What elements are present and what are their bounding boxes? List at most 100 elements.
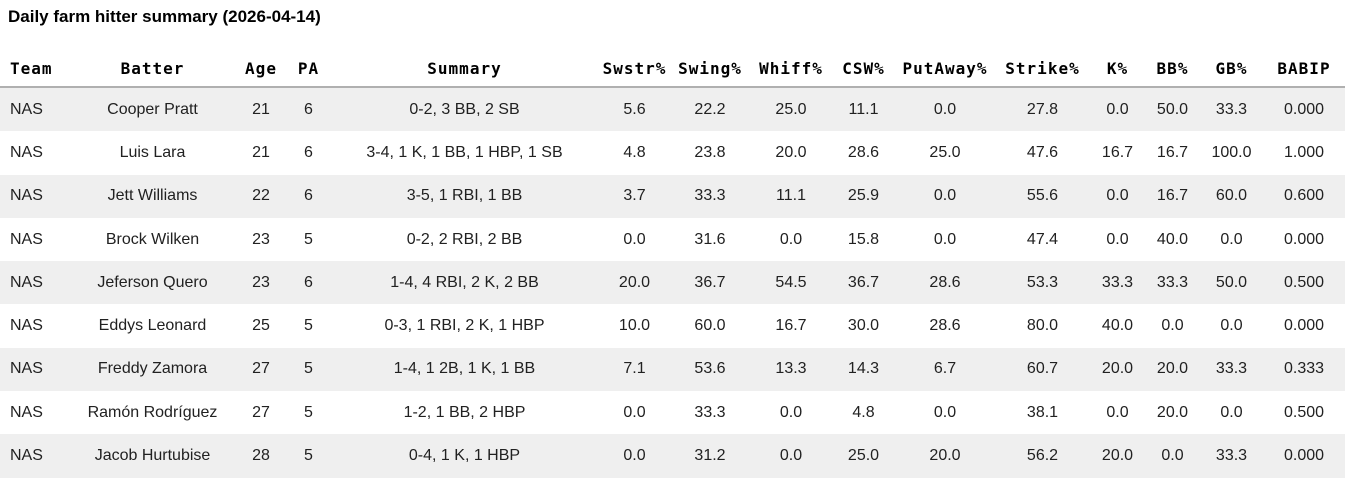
table-cell-k: 40.0 — [1101, 317, 1134, 335]
table-cell-swstr: 0.0 — [623, 230, 646, 248]
table-cell-pa: 5 — [304, 360, 313, 378]
table-cell-batter: Cooper Pratt — [107, 100, 198, 118]
table-cell-strike: 38.1 — [1026, 403, 1059, 421]
table-cell-pa: 6 — [304, 273, 313, 291]
table-cell-csw: 11.1 — [848, 100, 879, 118]
table-cell-age: 25 — [252, 317, 270, 335]
table-cell-gb: 60.0 — [1215, 187, 1248, 205]
table-row: NAS Luis Lara 21 6 3-4, 1 K, 1 BB, 1 HBP, 1 … — [0, 131, 1345, 174]
table-cell-summary: 0-4, 1 K, 1 HBP — [408, 447, 521, 465]
table-cell-whiff: 0.0 — [779, 447, 803, 465]
table-cell-age: 21 — [252, 143, 270, 161]
table-cell-batter: Jacob Hurtubise — [94, 447, 211, 465]
table-cell-putaway: 0.0 — [933, 100, 957, 118]
table-cell-pa: 6 — [304, 143, 313, 161]
table-cell-pa: 5 — [304, 317, 313, 335]
table-cell-csw: 28.6 — [847, 143, 880, 161]
table-cell-swing: 22.2 — [694, 100, 726, 118]
table-cell-swstr: 10.0 — [618, 317, 651, 335]
table-cell-bb: 20.0 — [1156, 360, 1189, 378]
table-cell-swstr: 4.8 — [623, 143, 646, 161]
table-cell-gb: 0.0 — [1220, 317, 1243, 335]
table-row: NAS Ramón Rodríguez 27 5 1-2, 1 BB, 2 HBP 0.0… — [0, 391, 1345, 434]
table-row: NAS Jett Williams 22 6 3-5, 1 RBI, 1 BB 3.7 33… — [0, 174, 1345, 218]
table-cell-team: NAS — [10, 187, 43, 205]
table-cell-k: 20.0 — [1101, 360, 1134, 378]
table-cell-pa: 5 — [304, 230, 313, 248]
column-header-gb: GB% — [1200, 50, 1263, 88]
table-cell-summary: 3-5, 1 RBI, 1 BB — [406, 187, 523, 205]
table-cell-swing: 60.0 — [694, 317, 726, 335]
table-cell-bb: 33.3 — [1156, 273, 1189, 291]
table-cell-batter: Jeferson Quero — [97, 273, 208, 291]
table-row: NAS Cooper Pratt 21 6 0-2, 3 BB, 2 SB 5.6 22.2… — [0, 87, 1345, 132]
table-cell-age: 22 — [252, 187, 270, 205]
table-cell-putaway: 0.0 — [933, 403, 957, 421]
table-cell-swstr: 0.0 — [623, 403, 646, 421]
table-cell-team: NAS — [10, 360, 43, 378]
table-cell-summary: 1-2, 1 BB, 2 HBP — [403, 403, 526, 421]
table-cell-k: 33.3 — [1101, 273, 1134, 291]
table-cell-age: 27 — [252, 360, 270, 378]
table-cell-whiff: 16.7 — [775, 317, 807, 335]
table-cell-k: 16.7 — [1101, 143, 1134, 161]
column-header-age: Age — [235, 50, 287, 88]
column-header-k: K% — [1090, 50, 1145, 88]
table-cell-batter: Luis Lara — [119, 143, 186, 161]
column-header-whiff: Whiff% — [750, 50, 832, 88]
table-cell-strike: 55.6 — [1026, 187, 1059, 205]
table-cell-team: NAS — [10, 447, 43, 465]
column-header-summary: Summary — [330, 50, 599, 88]
table-cell-k: 20.0 — [1101, 447, 1134, 465]
table-cell-putaway: 20.0 — [929, 447, 961, 465]
table-cell-gb: 0.0 — [1220, 230, 1243, 248]
column-header-swing: Swing% — [670, 50, 750, 88]
table-cell-swstr: 0.0 — [623, 447, 646, 465]
table-row: NAS Freddy Zamora 27 5 1-4, 1 2B, 1 K, 1 BB 7… — [0, 347, 1345, 392]
table-cell-gb: 50.0 — [1215, 273, 1248, 291]
table-cell-swing: 33.3 — [694, 403, 726, 421]
table-cell-bb: 20.0 — [1156, 403, 1189, 421]
table-cell-summary: 0-2, 3 BB, 2 SB — [409, 100, 520, 118]
table-cell-strike: 47.6 — [1026, 143, 1059, 161]
table-cell-strike: 56.2 — [1026, 447, 1059, 465]
table-cell-pa: 5 — [304, 403, 313, 421]
table-cell-swstr: 7.1 — [623, 360, 646, 378]
table-cell-csw: 15.8 — [847, 230, 880, 248]
table-cell-strike: 60.7 — [1026, 360, 1059, 378]
table-cell-batter: Eddys Leonard — [98, 317, 207, 335]
table-cell-team: NAS — [10, 143, 43, 161]
table-cell-batter: Brock Wilken — [105, 230, 200, 248]
table-cell-babip: 0.500 — [1283, 273, 1325, 291]
table-cell-k: 0.0 — [1106, 187, 1129, 205]
table-row: NAS Eddys Leonard 25 5 0-3, 1 RBI, 2 K, 1 HB… — [0, 304, 1345, 347]
table-cell-bb: 0.0 — [1161, 447, 1184, 465]
column-header-strike: Strike% — [995, 50, 1090, 88]
column-header-swstr: Swstr% — [599, 50, 670, 88]
table-cell-bb: 16.7 — [1156, 187, 1189, 205]
table-cell-babip: 0.000 — [1283, 447, 1325, 465]
table-cell-age: 28 — [252, 447, 270, 465]
table-cell-swing: 23.8 — [694, 143, 726, 161]
table-cell-strike: 47.4 — [1026, 230, 1059, 248]
table-cell-babip: 0.000 — [1283, 100, 1325, 118]
page-title: Daily farm hitter summary (2026-04-14) — [8, 7, 321, 26]
table-cell-strike: 80.0 — [1026, 317, 1059, 335]
table-cell-strike: 27.8 — [1026, 100, 1059, 118]
table-cell-pa: 6 — [304, 187, 313, 205]
table-cell-k: 0.0 — [1106, 403, 1129, 421]
table-cell-whiff: 0.0 — [779, 403, 803, 421]
column-header-batter: Batter — [70, 50, 235, 88]
table-cell-summary: 0-3, 1 RBI, 2 K, 1 HBP — [384, 317, 545, 335]
column-header-babip: BABIP — [1263, 50, 1345, 88]
table-cell-bb: 40.0 — [1156, 230, 1189, 248]
table-cell-babip: 0.500 — [1283, 403, 1325, 421]
table-cell-batter: Freddy Zamora — [97, 360, 208, 378]
table-cell-whiff: 13.3 — [775, 360, 807, 378]
table-cell-summary: 1-4, 4 RBI, 2 K, 2 BB — [390, 273, 539, 291]
column-header-bb: BB% — [1145, 50, 1200, 88]
table-cell-team: NAS — [10, 230, 43, 248]
table-cell-whiff: 54.5 — [775, 273, 807, 291]
table-row: NAS Jeferson Quero 23 6 1-4, 4 RBI, 2 K, 2 B… — [0, 261, 1345, 305]
